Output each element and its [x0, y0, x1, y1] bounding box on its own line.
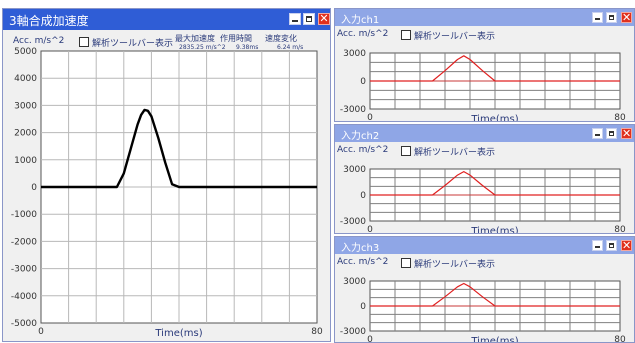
ch2-title: 入力ch2: [341, 131, 380, 142]
y-tick-label: 0: [360, 302, 366, 312]
x-tick-label: 0: [38, 327, 44, 337]
ch2-maximize-button[interactable]: [606, 128, 617, 139]
main-titlebar[interactable]: 3軸合成加速度 ✕: [3, 9, 330, 30]
maximize-button[interactable]: [303, 13, 315, 25]
ch3-close-button[interactable]: ✕: [621, 239, 632, 252]
series-line: [41, 108, 317, 189]
ch2-toolbar: Acc. m/s^2 解析ツールバー表示: [335, 143, 634, 158]
ch2-window: 入力ch2 ✕ Acc. m/s^2 解析ツールバー表示 3000 0 -3000 0…: [334, 124, 635, 234]
ch3-analysis-toolbar-checkbox[interactable]: [401, 258, 411, 268]
ch2-analysis-toolbar-toggle[interactable]: 解析ツールバー表示: [401, 145, 495, 158]
y-tick-label: -4000: [11, 292, 37, 302]
ch1-unit-label: Acc. m/s^2: [337, 29, 389, 39]
main-window: 3軸合成加速度 ✕ Acc. m/s^2 解析ツールバー表示 最大加速度 作用時…: [2, 8, 331, 342]
main-toolbar: Acc. m/s^2 解析ツールバー表示 最大加速度 作用時間 速度変化 283…: [3, 31, 330, 51]
unit-label: Acc. m/s^2: [13, 36, 65, 46]
ch2-unit-label: Acc. m/s^2: [337, 145, 389, 155]
ch2-minimize-button[interactable]: [592, 128, 603, 139]
x-tick-label: 80: [614, 225, 626, 234]
analysis-toolbar-checkbox[interactable]: [79, 37, 89, 47]
x-axis-label: Time(ms): [470, 226, 518, 234]
y-tick-label: 4000: [14, 74, 37, 84]
ch2-titlebar[interactable]: 入力ch2 ✕: [335, 125, 634, 142]
y-tick-label: -3000: [340, 327, 366, 337]
ch2-close-button[interactable]: ✕: [621, 127, 632, 140]
x-axis-label: Time(ms): [154, 328, 202, 339]
y-tick-label: 0: [360, 191, 366, 201]
minimize-button[interactable]: [289, 13, 301, 25]
series-line: [370, 282, 620, 307]
x-tick-label: 80: [614, 113, 626, 122]
y-tick-label: 2000: [14, 129, 37, 139]
ch1-titlebar[interactable]: 入力ch1 ✕: [335, 9, 634, 26]
ch1-analysis-toolbar-toggle[interactable]: 解析ツールバー表示: [401, 29, 495, 42]
duration-value: 9.38ms: [236, 44, 259, 51]
series-line: [370, 171, 620, 196]
x-axis-label: Time(ms): [470, 114, 518, 122]
x-tick-label: 0: [367, 335, 373, 343]
speed-change-header: 速度変化: [265, 34, 297, 43]
ch1-minimize-button[interactable]: [592, 12, 603, 23]
max-accel-header: 最大加速度: [175, 34, 215, 43]
ch3-titlebar[interactable]: 入力ch3 ✕: [335, 237, 634, 254]
x-axis-label: Time(ms): [470, 336, 518, 343]
y-tick-label: -3000: [340, 105, 366, 115]
ch3-toolbar: Acc. m/s^2 解析ツールバー表示: [335, 255, 634, 270]
x-tick-label: 80: [311, 327, 323, 337]
ch1-close-button[interactable]: ✕: [621, 11, 632, 24]
y-tick-label: -3000: [11, 265, 37, 275]
ch3-unit-label: Acc. m/s^2: [337, 257, 389, 267]
ch3-minimize-button[interactable]: [592, 240, 603, 251]
ch1-title: 入力ch1: [341, 15, 380, 26]
ch3-window: 入力ch3 ✕ Acc. m/s^2 解析ツールバー表示 3000 0 -3000 0…: [334, 236, 635, 343]
main-chart[interactable]: 5000 4000 3000 2000 1000 0 -1000 -2000 -3000 -400…: [3, 9, 331, 342]
ch1-toolbar: Acc. m/s^2 解析ツールバー表示: [335, 27, 634, 42]
ch3-maximize-button[interactable]: [606, 240, 617, 251]
ch1-analysis-toolbar-checkbox[interactable]: [401, 30, 411, 40]
x-tick-label: 0: [367, 113, 373, 122]
y-tick-label: 3000: [343, 165, 366, 175]
ch1-analysis-toolbar-label: 解析ツールバー表示: [414, 32, 496, 42]
max-accel-value: 2835.25 m/s^2: [179, 44, 226, 51]
ch2-analysis-toolbar-label: 解析ツールバー表示: [414, 148, 496, 158]
y-tick-label: 1000: [14, 156, 37, 166]
y-tick-label: 3000: [343, 277, 366, 287]
ch3-title: 入力ch3: [341, 243, 380, 254]
ch3-analysis-toolbar-label: 解析ツールバー表示: [414, 260, 496, 270]
y-tick-label: 0: [31, 183, 37, 193]
analysis-toolbar-toggle[interactable]: 解析ツールバー表示: [79, 36, 173, 49]
ch1-maximize-button[interactable]: [606, 12, 617, 23]
analysis-toolbar-label: 解析ツールバー表示: [92, 39, 174, 49]
y-tick-label: 0: [360, 77, 366, 87]
x-tick-label: 0: [367, 225, 373, 234]
y-tick-label: -2000: [11, 237, 37, 247]
y-tick-label: -5000: [11, 319, 37, 329]
ch1-window: 入力ch1 ✕ Acc. m/s^2 解析ツールバー表示 3000 0 -3000 0…: [334, 8, 635, 122]
y-tick-label: 3000: [14, 101, 37, 111]
ch2-analysis-toolbar-checkbox[interactable]: [401, 146, 411, 156]
y-tick-label: -3000: [340, 217, 366, 227]
ch3-analysis-toolbar-toggle[interactable]: 解析ツールバー表示: [401, 257, 495, 270]
close-button[interactable]: ✕: [318, 12, 330, 25]
main-window-title: 3軸合成加速度: [9, 14, 89, 28]
speed-change-value: 6.24 m/s: [277, 44, 304, 51]
y-tick-label: 3000: [343, 49, 366, 59]
x-tick-label: 80: [614, 335, 626, 343]
y-tick-label: -1000: [11, 210, 37, 220]
duration-header: 作用時間: [220, 34, 252, 43]
y-tick-label: 5000: [14, 47, 37, 57]
series-line: [370, 55, 620, 82]
